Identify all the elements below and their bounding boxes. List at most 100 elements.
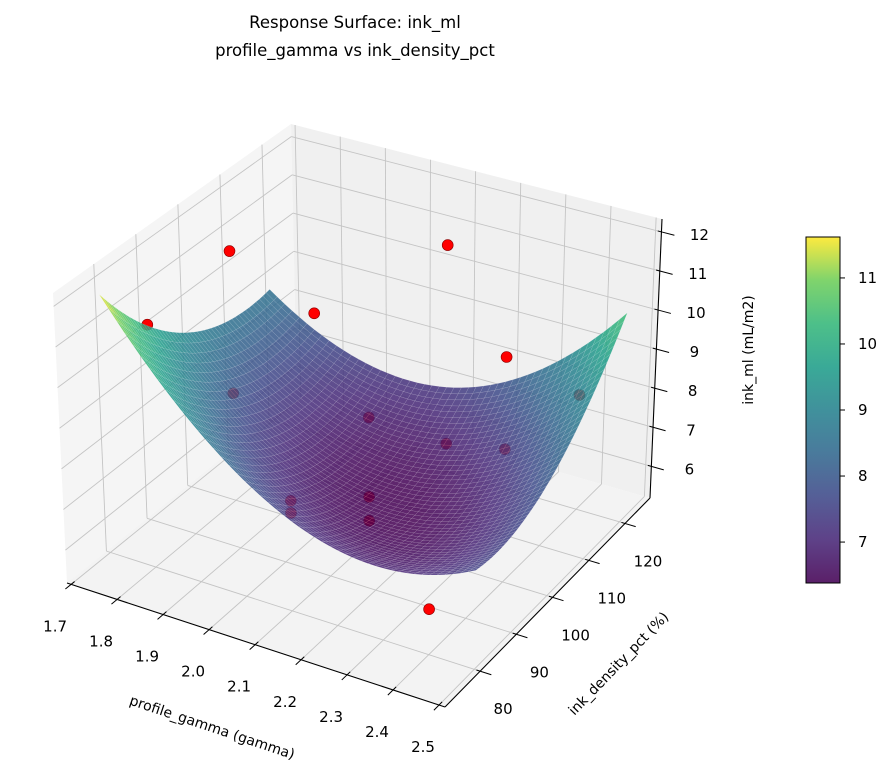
surface-facet bbox=[204, 381, 217, 392]
x-tick-mark bbox=[111, 596, 121, 605]
y-tick-label: 110 bbox=[597, 589, 626, 607]
z-tick-label: 8 bbox=[688, 382, 698, 400]
x-tick-label: 1.7 bbox=[43, 617, 67, 635]
surface-facet bbox=[147, 361, 160, 376]
y-tick-label: 120 bbox=[634, 553, 663, 571]
y-tick-mark bbox=[512, 632, 528, 639]
colorbar-gradient bbox=[806, 237, 840, 583]
surface-facet bbox=[176, 401, 189, 415]
z-gridline-left bbox=[53, 136, 292, 307]
surface-facet bbox=[187, 352, 200, 364]
surface-facet bbox=[141, 338, 154, 352]
z-tick-mark bbox=[655, 269, 673, 275]
surface-facet bbox=[495, 542, 508, 549]
x-tick-mark bbox=[341, 671, 351, 681]
x-tick-label: 1.9 bbox=[135, 648, 159, 666]
z-tick-label: 6 bbox=[685, 460, 695, 478]
z-tick-mark bbox=[650, 386, 668, 393]
colorbar-tick-label: 9 bbox=[858, 401, 868, 419]
x-axis-line bbox=[66, 582, 446, 708]
surface-facet bbox=[171, 366, 185, 380]
y-axis-line bbox=[444, 497, 651, 708]
surface-facet bbox=[492, 545, 505, 552]
x-tick-label: 2.4 bbox=[365, 723, 389, 741]
surface-facet bbox=[190, 409, 203, 421]
x-tick-label: 2.1 bbox=[227, 678, 251, 696]
surface-facet bbox=[470, 565, 482, 571]
surface-facet bbox=[158, 367, 171, 382]
surface-facet bbox=[161, 362, 174, 376]
tick-labels: 1.7 1.8 1.9 2.0 2.1 2.2 2.3 2.4 2.5 80 90 100 110 120… bbox=[43, 226, 709, 756]
y-tick-mark bbox=[621, 521, 636, 528]
data-point bbox=[500, 351, 513, 363]
z-gridline-left bbox=[57, 212, 294, 388]
x-tick-label: 2.3 bbox=[319, 708, 343, 726]
surface-facet bbox=[200, 329, 213, 341]
colorbar-tick-label: 7 bbox=[858, 533, 868, 551]
surface-facet bbox=[467, 567, 479, 573]
x-axis-label: profile_gamma (gamma) bbox=[127, 693, 296, 763]
x-tick-mark bbox=[295, 656, 305, 666]
z-gridline-back bbox=[291, 136, 662, 233]
surface-facet bbox=[194, 389, 207, 401]
surface-facet bbox=[154, 336, 168, 350]
y-gridline-left bbox=[93, 264, 107, 552]
surface-facet bbox=[211, 338, 224, 350]
surface-facet bbox=[199, 372, 213, 383]
surface-facet bbox=[208, 391, 221, 401]
surface-facet bbox=[128, 316, 141, 331]
surface-facet bbox=[204, 390, 218, 401]
y-tick-label: 90 bbox=[530, 663, 549, 681]
surface-facet bbox=[132, 318, 146, 334]
surface-facet bbox=[127, 335, 140, 351]
surface-facet bbox=[210, 326, 223, 338]
surface-facet bbox=[149, 349, 162, 364]
surface-facet bbox=[176, 351, 190, 363]
chart-title-line-1: Response Surface: ink_ml bbox=[249, 13, 461, 33]
data-point bbox=[423, 603, 435, 616]
x-tick-label: 1.8 bbox=[89, 632, 113, 650]
surface-facet bbox=[180, 404, 192, 417]
data-point bbox=[223, 245, 236, 257]
surface-facet bbox=[188, 395, 202, 407]
z-gridline-back bbox=[292, 174, 660, 272]
surface-facet bbox=[115, 319, 129, 336]
surface-facet bbox=[163, 355, 177, 369]
y-tick-label: 100 bbox=[561, 626, 590, 644]
x-tick-mark bbox=[433, 701, 443, 711]
surface-facet bbox=[182, 369, 195, 382]
z-gridline-back bbox=[293, 250, 657, 350]
y-tick-label: 80 bbox=[494, 700, 513, 718]
surface-facet bbox=[184, 361, 198, 373]
data-point bbox=[308, 307, 321, 320]
x-gridline-back bbox=[643, 217, 657, 497]
surface-facet bbox=[516, 514, 529, 524]
x-gridline-floor bbox=[392, 483, 602, 691]
surface-facet bbox=[142, 323, 156, 338]
surface-facet bbox=[522, 505, 535, 515]
data-point bbox=[441, 239, 454, 251]
surface-facet bbox=[214, 325, 227, 337]
x-tick-mark bbox=[65, 581, 75, 590]
z-axis-line bbox=[649, 218, 663, 499]
x-tick-label: 2.2 bbox=[273, 693, 297, 711]
z-tick-mark bbox=[649, 425, 666, 432]
surface-facet bbox=[194, 352, 207, 364]
surface-facet bbox=[224, 320, 237, 332]
surface-facet bbox=[513, 518, 526, 528]
surface-facet bbox=[198, 352, 211, 363]
z-tick-mark bbox=[654, 308, 671, 314]
y-tick-mark bbox=[585, 558, 600, 565]
surface-facet bbox=[144, 340, 158, 354]
surface-facet bbox=[106, 300, 120, 317]
surface-facet bbox=[183, 386, 197, 399]
surface-facet bbox=[519, 509, 532, 519]
x-tick-mark bbox=[203, 626, 213, 635]
surface-facet bbox=[200, 341, 214, 352]
y-gridline-floor bbox=[146, 517, 517, 635]
surface-facet bbox=[489, 549, 501, 555]
surface-facet bbox=[148, 341, 162, 356]
z-tick-mark bbox=[657, 230, 675, 236]
z-tick-mark bbox=[652, 347, 670, 354]
z-axis-label: ink_ml (mL/m2) bbox=[741, 295, 757, 404]
